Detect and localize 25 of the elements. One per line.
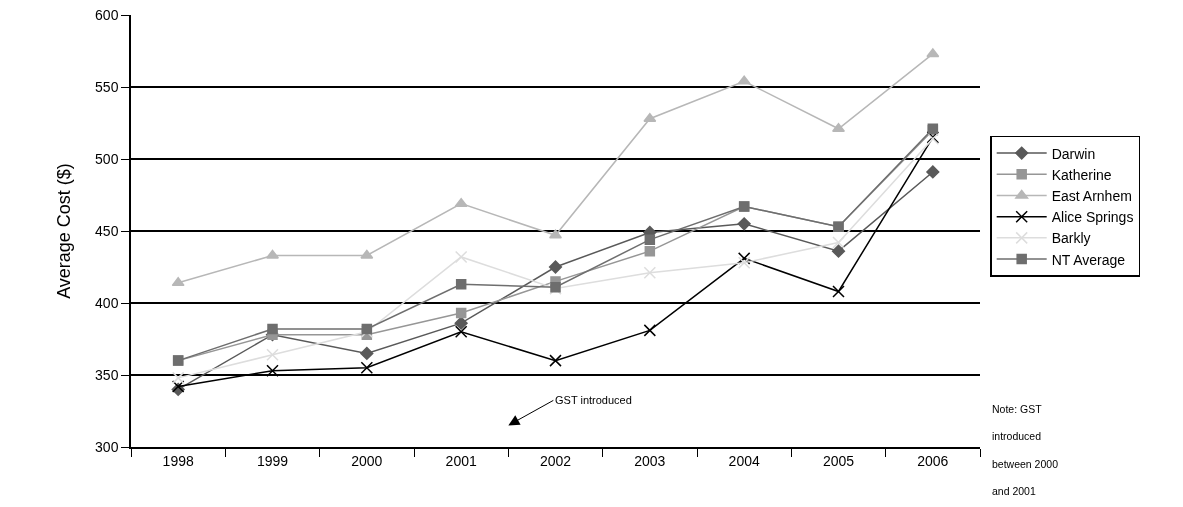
y-axis-title: Average Cost ($) (53, 163, 74, 299)
legend-label: NT Average (1051, 251, 1126, 268)
legend-label: Katherine (1051, 166, 1112, 183)
x-tick-label: 2002 (539, 452, 572, 469)
legend-label: East Arnhem (1051, 187, 1132, 204)
x-tick-label: 1999 (256, 452, 289, 469)
legend-label: Darwin (1051, 145, 1096, 162)
legend-label: Alice Springs (1051, 209, 1134, 226)
y-tick-label: 400 (95, 294, 119, 311)
y-tick-label: 300 (95, 438, 119, 455)
x-tick-label: 1998 (162, 452, 194, 469)
y-tick-label: 450 (95, 222, 119, 239)
annotation: GST introduced (555, 394, 632, 406)
y-tick-label: 600 (95, 6, 119, 23)
y-tick-label: 500 (95, 150, 119, 167)
y-tick-label: 550 (95, 78, 119, 95)
x-tick-label: 2003 (634, 452, 666, 469)
y-tick-label: 350 (95, 366, 119, 383)
x-tick-label: 2000 (351, 452, 383, 469)
legend-label: Barkly (1051, 230, 1091, 247)
x-tick-label: 2006 (917, 452, 949, 469)
x-tick-label: 2001 (445, 452, 477, 469)
x-tick-label: 2004 (728, 452, 760, 469)
x-tick-label: 2005 (822, 452, 855, 469)
text: Note: GST introduced between 2000 and 2001 (992, 403, 1058, 497)
